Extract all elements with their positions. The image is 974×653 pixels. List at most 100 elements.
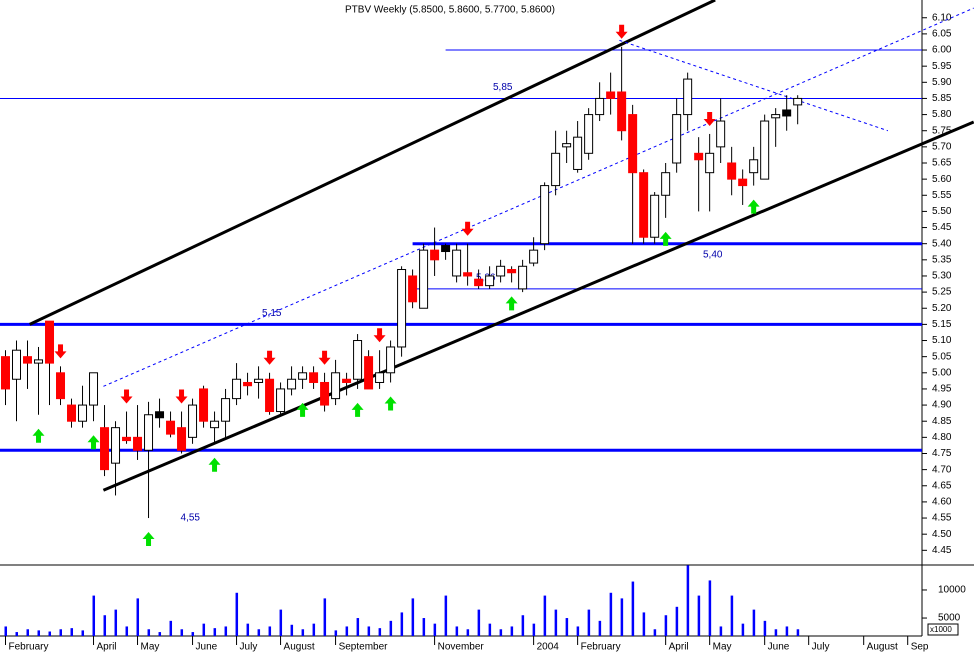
volume-bar bbox=[290, 624, 294, 636]
y-tick-label: 4.95 bbox=[932, 384, 952, 395]
sell-arrow bbox=[373, 328, 386, 343]
candle-body bbox=[320, 381, 330, 406]
chart-title: PTBV Weekly (5.8500, 5.8600, 5.7700, 5.8… bbox=[345, 5, 555, 16]
volume-bar bbox=[125, 626, 129, 636]
y-tick-label: 4.45 bbox=[932, 545, 952, 556]
volume-bar bbox=[752, 609, 756, 636]
y-tick-label: 5.95 bbox=[932, 61, 952, 72]
candle-body bbox=[628, 114, 638, 174]
candle-body bbox=[287, 378, 297, 390]
buy-arrow bbox=[208, 457, 221, 472]
y-tick-label: 6.00 bbox=[932, 45, 952, 56]
candle-body bbox=[232, 378, 242, 400]
candle-body bbox=[188, 404, 198, 438]
sell-arrow bbox=[263, 350, 276, 365]
candle-body bbox=[408, 275, 418, 303]
volume-bar bbox=[433, 623, 437, 636]
volume-bar bbox=[279, 609, 283, 636]
candle-body bbox=[166, 420, 176, 435]
candle-body bbox=[562, 143, 572, 148]
y-tick-label: 5.90 bbox=[932, 77, 952, 88]
x-tick-label: May bbox=[141, 642, 160, 653]
candle-body bbox=[529, 249, 539, 264]
volume-bar bbox=[59, 629, 63, 636]
volume-bar bbox=[411, 598, 415, 636]
volume-bar bbox=[224, 626, 228, 636]
trendline bbox=[103, 7, 974, 387]
volume-bar bbox=[334, 630, 338, 636]
x-tick-label: April bbox=[97, 642, 117, 653]
buy-arrow bbox=[384, 396, 397, 411]
volume-bar bbox=[565, 618, 569, 636]
candle-body bbox=[606, 91, 616, 99]
y-tick-label: 4.75 bbox=[932, 448, 952, 459]
x-tick-label: August bbox=[284, 642, 315, 653]
y-tick-label: 6.05 bbox=[932, 29, 952, 40]
x-tick-label: May bbox=[713, 642, 732, 653]
candle-body bbox=[749, 159, 759, 174]
y-tick-label: 5.80 bbox=[932, 109, 952, 120]
volume-bar bbox=[620, 598, 624, 636]
y-tick-label: 6.10 bbox=[932, 12, 952, 23]
volume-bar bbox=[598, 620, 602, 636]
x-tick-label: February bbox=[9, 642, 49, 653]
y-tick-label: 5.05 bbox=[932, 351, 952, 362]
level-label: 5,15 bbox=[262, 308, 282, 319]
volume-bar bbox=[532, 623, 536, 636]
y-tick-label: 4.90 bbox=[932, 400, 952, 411]
volume-bar bbox=[356, 618, 360, 636]
candle-body bbox=[12, 349, 22, 380]
volume-tick-label: 5000 bbox=[938, 613, 961, 624]
volume-bar bbox=[136, 598, 140, 636]
y-tick-label: 5.55 bbox=[932, 190, 952, 201]
x-tick-label: Sep bbox=[911, 642, 929, 653]
candle-body bbox=[111, 427, 121, 464]
candle-body bbox=[661, 172, 671, 196]
volume-bar bbox=[400, 612, 404, 636]
volume-bar bbox=[477, 609, 481, 636]
volume-bar bbox=[708, 580, 712, 636]
y-tick-label: 5.15 bbox=[932, 319, 952, 330]
volume-bar bbox=[70, 628, 74, 636]
candle-body bbox=[540, 185, 550, 245]
candle-body bbox=[419, 249, 429, 309]
trendline bbox=[619, 39, 889, 132]
y-tick-label: 5.60 bbox=[932, 174, 952, 185]
x-tick-label: November bbox=[438, 642, 485, 653]
unit-box bbox=[927, 623, 959, 636]
volume-bar bbox=[653, 629, 657, 636]
x-tick-label: February bbox=[581, 642, 621, 653]
y-tick-label: 5.75 bbox=[932, 125, 952, 136]
x-tick-label: June bbox=[768, 642, 790, 653]
candle-body bbox=[34, 359, 44, 364]
candle-body bbox=[716, 120, 726, 148]
candle-body bbox=[45, 320, 55, 364]
buy-arrow bbox=[659, 231, 672, 246]
volume-bar bbox=[367, 626, 371, 636]
sell-arrow bbox=[703, 111, 716, 126]
candle-body bbox=[210, 420, 220, 429]
candle-body bbox=[694, 152, 704, 161]
volume-bar bbox=[455, 626, 459, 636]
candle-body bbox=[265, 378, 275, 413]
volume-bar bbox=[774, 629, 778, 636]
candle-body bbox=[617, 91, 627, 132]
volume-bar bbox=[389, 620, 393, 636]
volume-bar bbox=[103, 615, 107, 636]
candle-body bbox=[155, 411, 165, 419]
candle-body bbox=[793, 97, 803, 106]
volume-bar bbox=[730, 595, 734, 636]
volume-bar bbox=[521, 615, 525, 636]
candle-body bbox=[771, 114, 781, 119]
y-tick-label: 5.50 bbox=[932, 206, 952, 217]
candle-body bbox=[353, 340, 363, 380]
x-tick-label: September bbox=[339, 642, 389, 653]
candle-body bbox=[496, 265, 506, 277]
volume-bar bbox=[202, 623, 206, 636]
candle-body bbox=[441, 245, 451, 253]
volume-bar bbox=[510, 626, 514, 636]
volume-bar bbox=[92, 595, 96, 636]
candle-body bbox=[584, 114, 594, 154]
candle-body bbox=[199, 388, 209, 422]
y-tick-label: 4.80 bbox=[932, 432, 952, 443]
